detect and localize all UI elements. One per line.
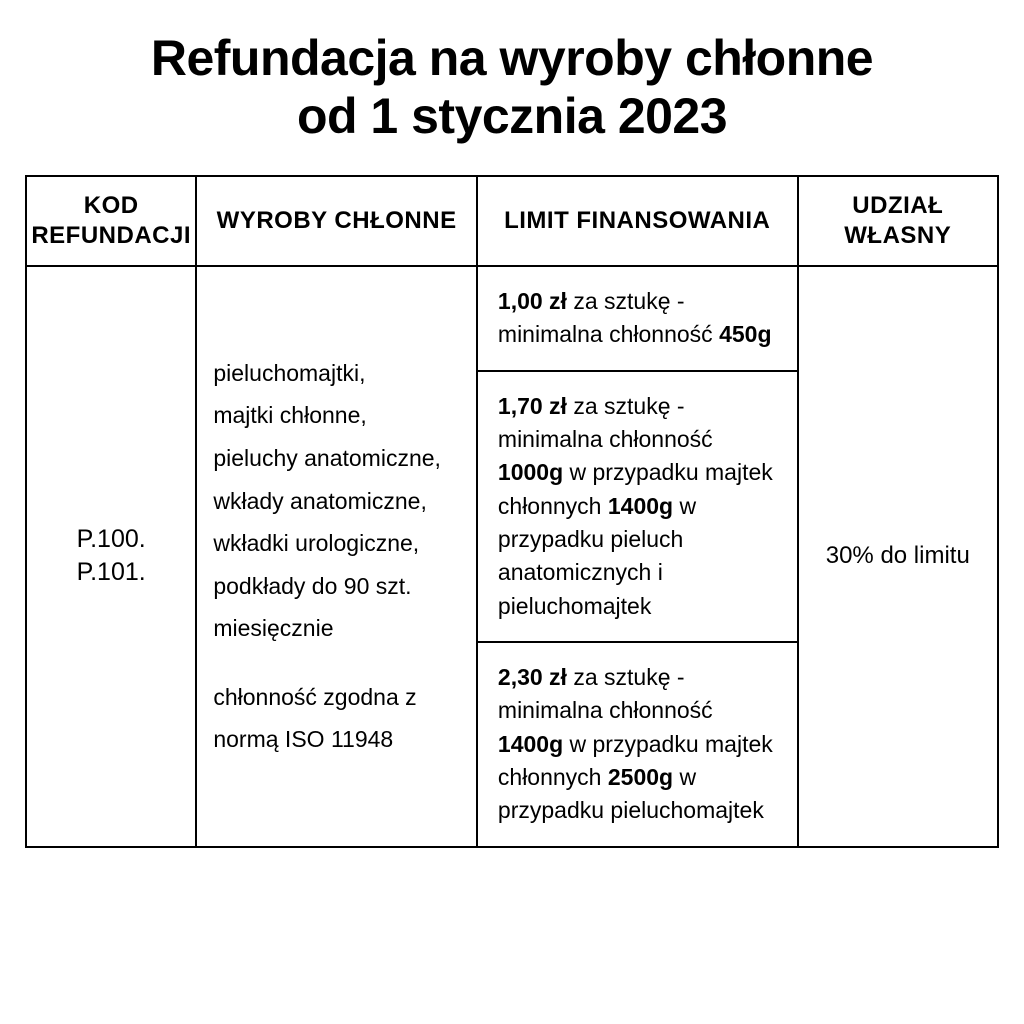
table-row: P.100. P.101. pieluchomajtki, majtki chł… <box>26 266 998 371</box>
header-own: UDZIAŁ WŁASNY <box>798 176 998 266</box>
products-cell: pieluchomajtki, majtki chłonne, pieluchy… <box>196 266 477 847</box>
limit-tier-2: 1,70 zł za sztukę - minimalna chłonność … <box>477 371 798 642</box>
own-share-cell: 30% do limitu <box>798 266 998 847</box>
limit-grams: 2500g <box>608 764 673 790</box>
code-cell: P.100. P.101. <box>26 266 196 847</box>
products-line: podkłady do 90 szt. <box>213 573 411 599</box>
limit-grams: 1400g <box>608 493 673 519</box>
limit-price: 1,00 zł <box>498 288 567 314</box>
products-line: miesięcznie <box>213 615 333 641</box>
limit-tier-3: 2,30 zł za sztukę - minimalna chłonność … <box>477 642 798 847</box>
products-line: chłonność zgodna z <box>213 684 416 710</box>
limit-price: 1,70 zł <box>498 393 567 419</box>
products-line: wkładki urologiczne, <box>213 530 419 556</box>
products-line: pieluchy anatomiczne, <box>213 445 441 471</box>
products-line: normą ISO 11948 <box>213 726 393 752</box>
products-line: majtki chłonne, <box>213 402 366 428</box>
own-share-value: 30% do limitu <box>826 542 970 569</box>
products-line: pieluchomajtki, <box>213 360 365 386</box>
title-line-2: od 1 stycznia 2023 <box>297 88 727 144</box>
header-products: WYROBY CHŁONNE <box>196 176 477 266</box>
page-title: Refundacja na wyroby chłonne od 1 styczn… <box>25 30 999 145</box>
limit-grams: 1000g <box>498 459 563 485</box>
products-line: wkłady anatomiczne, <box>213 488 427 514</box>
header-limit: LIMIT FINANSOWANIA <box>477 176 798 266</box>
table-header-row: KOD REFUNDACJI WYROBY CHŁONNE LIMIT FINA… <box>26 176 998 266</box>
limit-price: 2,30 zł <box>498 664 567 690</box>
limit-tier-1: 1,00 zł za sztukę - minimalna chłonność … <box>477 266 798 371</box>
limit-grams: 1400g <box>498 731 563 757</box>
code-line-1: P.100. <box>77 525 146 553</box>
limit-grams: 450g <box>719 321 771 347</box>
header-code: KOD REFUNDACJI <box>26 176 196 266</box>
reimbursement-table: KOD REFUNDACJI WYROBY CHŁONNE LIMIT FINA… <box>25 175 999 848</box>
code-line-2: P.101. <box>77 558 146 586</box>
title-line-1: Refundacja na wyroby chłonne <box>151 30 873 86</box>
